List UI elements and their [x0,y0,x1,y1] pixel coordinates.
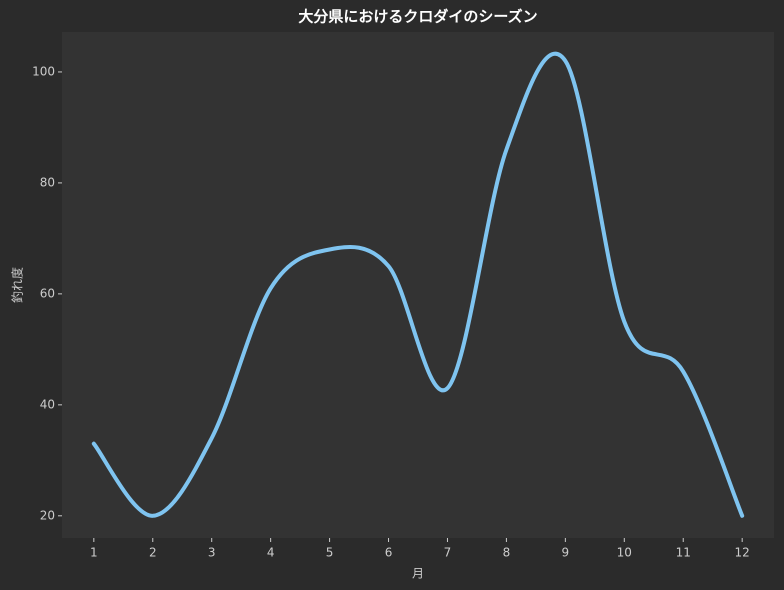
x-axis-label: 月 [412,567,424,581]
x-tick-label: 2 [149,546,157,560]
y-tick-label: 60 [40,286,55,300]
y-tick-label: 20 [40,508,55,522]
line [91,51,745,518]
x-tick-label: 5 [326,546,334,560]
x-tick-label: 3 [208,546,216,560]
y-tick-label: 40 [40,397,55,411]
x-tick-label: 6 [385,546,393,560]
x-tick-label: 7 [444,546,452,560]
x-tick-label: 8 [503,546,511,560]
x-tick-label: 1 [90,546,98,560]
x-tick-label: 12 [735,546,750,560]
y-tick-label: 80 [40,175,55,189]
x-tick-label: 11 [676,546,691,560]
x-tick-label: 4 [267,546,275,560]
y-tick-label: 100 [32,64,55,78]
x-tick-label: 9 [562,546,570,560]
x-tick-label: 10 [617,546,632,560]
plot-area [62,32,774,538]
chart-title: 大分県におけるクロダイのシーズン [298,8,537,26]
y-axis-label: 釣れ度 [10,267,25,303]
